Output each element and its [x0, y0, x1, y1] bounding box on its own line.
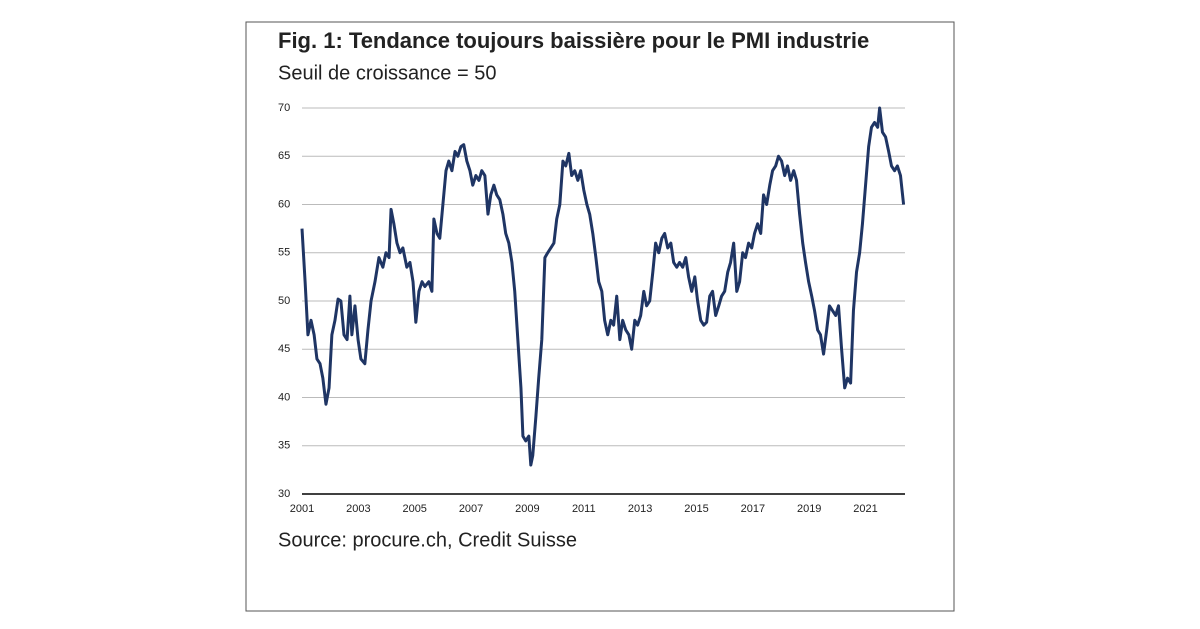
y-tick-label: 65 — [278, 150, 290, 162]
y-tick-label: 60 — [278, 198, 290, 210]
y-tick-label: 45 — [278, 343, 290, 355]
y-tick-label: 55 — [278, 247, 290, 259]
y-tick-label: 40 — [278, 391, 290, 403]
x-tick-label: 2015 — [684, 503, 708, 515]
x-tick-label: 2003 — [346, 503, 370, 515]
chart-title: Fig. 1: Tendance toujours baissière pour… — [278, 28, 869, 53]
x-tick-label: 2017 — [741, 503, 765, 515]
x-tick-label: 2009 — [515, 503, 539, 515]
x-tick-label: 2007 — [459, 503, 483, 515]
x-tick-label: 2005 — [402, 503, 426, 515]
x-tick-label: 2013 — [628, 503, 652, 515]
source: Source: procure.ch, Credit Suisse — [278, 529, 577, 551]
chart-subtitle: Seuil de croissance = 50 — [278, 62, 496, 84]
x-tick-label: 2021 — [853, 503, 877, 515]
x-tick-label: 2001 — [290, 503, 314, 515]
y-tick-label: 50 — [278, 295, 290, 307]
y-tick-label: 70 — [278, 102, 290, 114]
y-tick-label: 35 — [278, 440, 290, 452]
x-tick-label: 2011 — [572, 503, 596, 515]
y-tick-label: 30 — [278, 488, 290, 500]
x-tick-label: 2019 — [797, 503, 821, 515]
data-line — [300, 106, 906, 467]
